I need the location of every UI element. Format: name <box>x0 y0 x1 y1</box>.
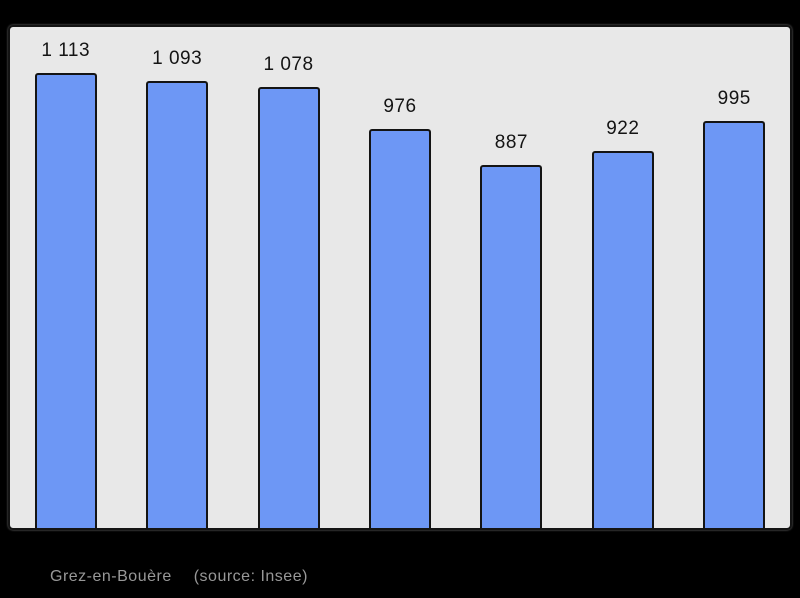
bar-value-label: 1 093 <box>152 48 203 69</box>
bar-value-label: 1 078 <box>263 54 314 75</box>
bar <box>146 81 209 528</box>
bar-value-label: 976 <box>383 96 417 117</box>
bar-column: 1 078 <box>257 54 320 528</box>
bar-value-label: 922 <box>606 118 640 139</box>
caption-place-name: Grez-en-Bouère <box>50 568 172 585</box>
bar <box>591 151 654 528</box>
bars-container: 1 113 1 093 1 078 976 887 922 995 <box>10 27 790 528</box>
bar-column: 922 <box>591 118 654 528</box>
bar-value-label: 995 <box>717 88 751 109</box>
bar-value-label: 887 <box>494 132 528 153</box>
bar-column: 887 <box>480 132 543 528</box>
bar-column: 1 113 <box>34 40 97 528</box>
chart-panel: 1 113 1 093 1 078 976 887 922 995 <box>8 25 792 530</box>
chart-caption: Grez-en-Bouère (source: Insee) <box>50 568 308 586</box>
caption-source: (source: Insee) <box>193 568 308 585</box>
bar <box>703 121 766 528</box>
bar <box>368 129 431 528</box>
bar <box>34 73 97 528</box>
bar <box>257 87 320 528</box>
bar-column: 976 <box>368 96 431 528</box>
bar-value-label: 1 113 <box>41 40 91 61</box>
bar-column: 995 <box>703 88 766 528</box>
bar <box>480 165 543 528</box>
bar-column: 1 093 <box>146 48 209 528</box>
